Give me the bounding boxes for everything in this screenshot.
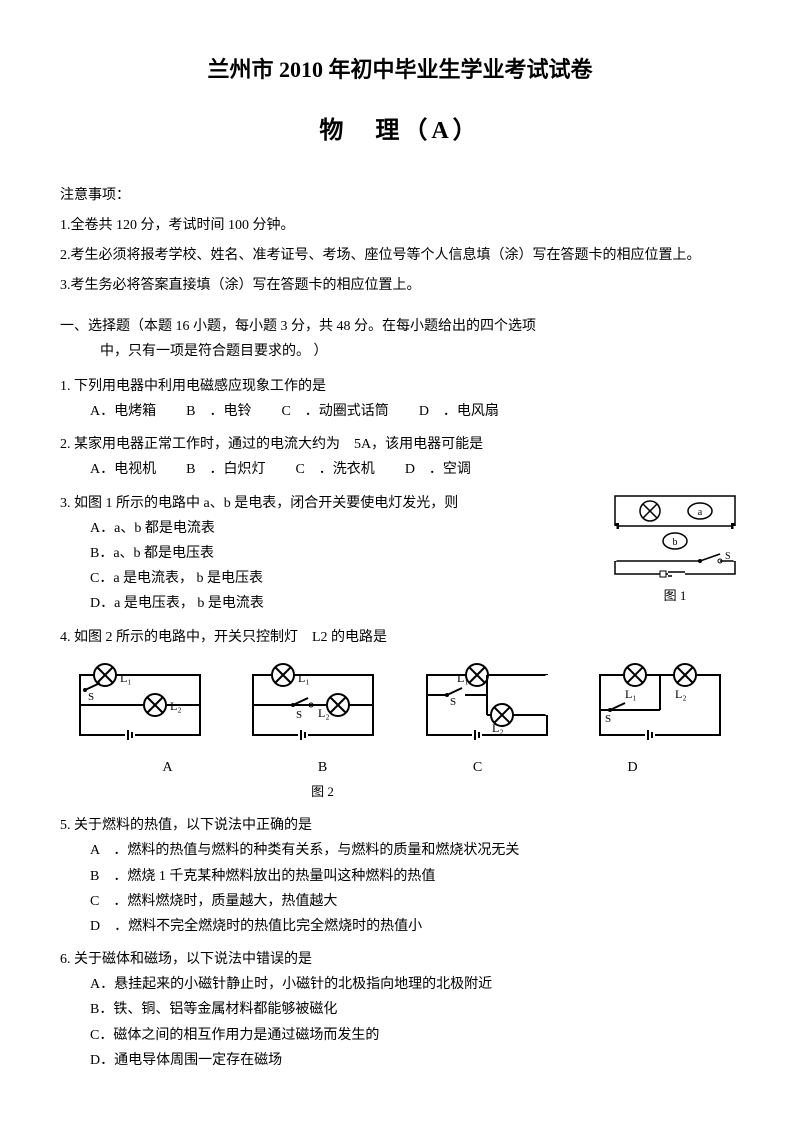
circuit-b: L₁ S L₂ — [243, 660, 383, 745]
q2-text: 2. 某家用电器正常工作时，通过的电流大约为 5A，该用电器可能是 — [60, 432, 740, 457]
q5-optB: B ．燃烧 1 千克某种燃料放出的热量叫这种燃料的热值 — [90, 864, 740, 889]
q6-optB: B．铁、铜、铝等金属材料都能够被磁化 — [90, 997, 740, 1022]
q2-optC: C ．洗衣机 — [295, 457, 374, 482]
svg-text:L₁: L₁ — [625, 687, 637, 701]
q2-optD: D ．空调 — [405, 457, 471, 482]
svg-text:S: S — [88, 691, 94, 703]
fig1-label: 图 1 — [610, 584, 740, 607]
section-line2: 中，只有一项是符合题目要求的。 ） — [60, 344, 328, 359]
circuit-c: L₁ S L₂ — [417, 660, 557, 745]
notice-item-1: 1.全卷共 120 分，考试时间 100 分钟。 — [60, 213, 740, 238]
svg-text:L₁: L₁ — [298, 671, 310, 685]
question-3: 3. 如图 1 所示的电路中 a、b 是电表，闭合开关要使电灯发光，则 A．a、… — [60, 491, 740, 617]
title-sub: 物 理（A） — [60, 110, 740, 153]
svg-text:L₂: L₂ — [492, 721, 504, 735]
q5-optD: D ．燃料不完全燃烧时的热值比完全燃烧时的热值小 — [90, 914, 740, 939]
svg-text:b: b — [673, 537, 678, 548]
q4-labels: A B图 2 C D — [60, 755, 740, 805]
notice-item-2: 2.考生必须将报考学校、姓名、准考证号、考场、座位号等个人信息填（涂）写在答题卡… — [60, 243, 740, 268]
figure-1: a b S 图 1 — [610, 491, 740, 607]
question-1: 1. 下列用电器中利用电磁感应现象工作的是 A．电烤箱 B ．电铃 C ．动圈式… — [60, 374, 740, 424]
q6-text: 6. 关于磁体和磁场，以下说法中错误的是 — [60, 947, 740, 972]
q3-optC: C．a 是电流表， b 是电压表 — [90, 566, 600, 591]
question-4: 4. 如图 2 所示的电路中，开关只控制灯 L2 的电路是 L₁ L₂ S — [60, 625, 740, 806]
notice-header: 注意事项： — [60, 183, 740, 208]
notice-item-3: 3.考生务必将答案直接填（涂）写在答题卡的相应位置上。 — [60, 273, 740, 298]
svg-text:S: S — [605, 713, 611, 725]
section-title: 一、选择题（本题 16 小题，每小题 3 分，共 48 分。在每小题给出的四个选… — [60, 314, 740, 364]
q3-options: A．a、b 都是电流表 B．a、b 都是电压表 C．a 是电流表， b 是电压表… — [60, 516, 600, 617]
q3-text: 3. 如图 1 所示的电路中 a、b 是电表，闭合开关要使电灯发光，则 — [60, 491, 600, 516]
q4-labelA: A — [98, 755, 238, 805]
svg-text:L₂: L₂ — [318, 706, 330, 720]
q5-options: A ．燃料的热值与燃料的种类有关系，与燃料的质量和燃烧状况无关 B ．燃烧 1 … — [60, 838, 740, 939]
q1-text: 1. 下列用电器中利用电磁感应现象工作的是 — [60, 374, 740, 399]
q4-labelD: D — [563, 755, 703, 805]
q3-optB: B．a、b 都是电压表 — [90, 541, 600, 566]
q1-optA: A．电烤箱 — [90, 399, 156, 424]
svg-text:L₂: L₂ — [675, 687, 687, 701]
q2-optA: A．电视机 — [90, 457, 156, 482]
question-5: 5. 关于燃料的热值，以下说法中正确的是 A ．燃料的热值与燃料的种类有关系，与… — [60, 813, 740, 939]
q6-optD: D．通电导体周围一定存在磁场 — [90, 1048, 740, 1073]
q1-optD: D ．电风扇 — [419, 399, 499, 424]
svg-text:L₁: L₁ — [120, 671, 132, 685]
q5-optA: A ．燃料的热值与燃料的种类有关系，与燃料的质量和燃烧状况无关 — [90, 838, 740, 863]
q4-circuits: L₁ L₂ S L₁ — [60, 660, 740, 745]
q5-optC: C ．燃料燃烧时，质量越大，热值越大 — [90, 889, 740, 914]
q4-labelC: C — [408, 755, 548, 805]
q5-text: 5. 关于燃料的热值，以下说法中正确的是 — [60, 813, 740, 838]
q4-text: 4. 如图 2 所示的电路中，开关只控制灯 L2 的电路是 — [60, 625, 740, 650]
q3-optA: A．a、b 都是电流表 — [90, 516, 600, 541]
q2-options: A．电视机 B ．白炽灯 C ．洗衣机 D ．空调 — [60, 457, 740, 482]
q3-optD: D．a 是电压表， b 是电流表 — [90, 591, 600, 616]
q1-options: A．电烤箱 B ．电铃 C ．动圈式话筒 D ．电风扇 — [60, 399, 740, 424]
q6-optA: A．悬挂起来的小磁针静止时，小磁针的北极指向地理的北极附近 — [90, 972, 740, 997]
svg-text:a: a — [698, 507, 703, 518]
question-2: 2. 某家用电器正常工作时，通过的电流大约为 5A，该用电器可能是 A．电视机 … — [60, 432, 740, 482]
title-main: 兰州市 2010 年初中毕业生学业考试试卷 — [60, 50, 740, 90]
q2-optB: B ．白炽灯 — [186, 457, 265, 482]
svg-text:S: S — [296, 709, 302, 721]
q4-labelB: B图 2 — [253, 755, 393, 805]
q6-options: A．悬挂起来的小磁针静止时，小磁针的北极指向地理的北极附近 B．铁、铜、铝等金属… — [60, 972, 740, 1073]
section-line1: 一、选择题（本题 16 小题，每小题 3 分，共 48 分。在每小题给出的四个选… — [60, 319, 536, 334]
circuit-a: L₁ L₂ S — [70, 660, 210, 745]
circuit-d: L₁ L₂ S — [590, 660, 730, 745]
q1-optC: C ．动圈式话筒 — [281, 399, 388, 424]
q6-optC: C．磁体之间的相互作用力是通过磁场而发生的 — [90, 1023, 740, 1048]
svg-text:S: S — [450, 696, 456, 708]
q1-optB: B ．电铃 — [186, 399, 251, 424]
question-6: 6. 关于磁体和磁场，以下说法中错误的是 A．悬挂起来的小磁针静止时，小磁针的北… — [60, 947, 740, 1073]
